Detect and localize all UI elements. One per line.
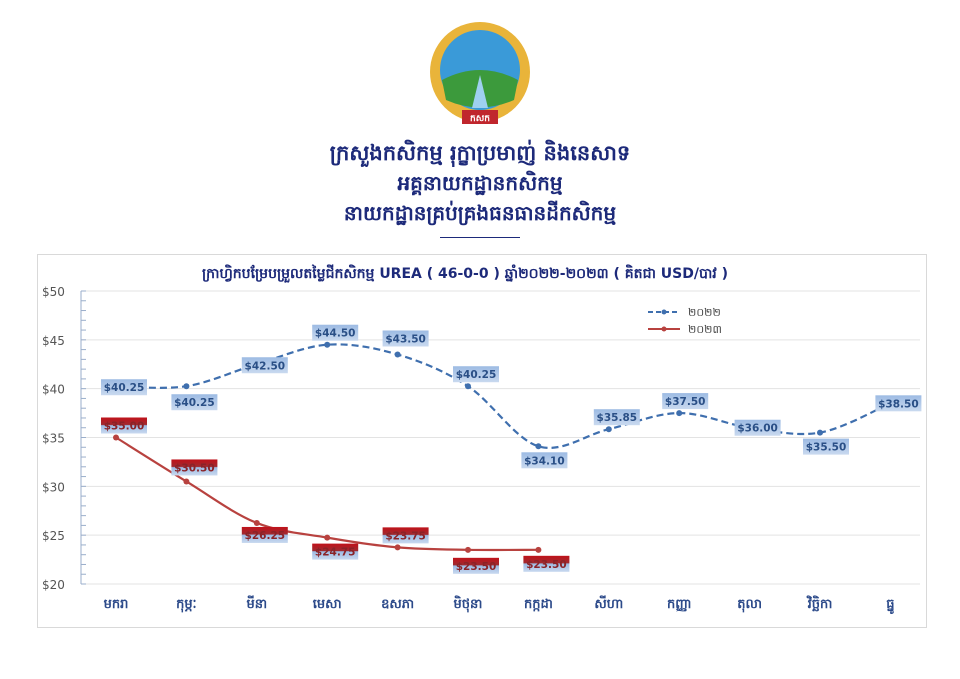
x-tick-label: កក្កដា <box>524 597 553 612</box>
data-label-box <box>453 557 499 574</box>
data-point <box>394 351 401 358</box>
data-label-box <box>101 379 147 396</box>
data-label-box <box>382 330 429 347</box>
data-label: $35.50 <box>806 442 847 454</box>
svg-text:កសក: កសក <box>470 114 490 124</box>
data-label: $24.75 <box>315 547 356 559</box>
data-label: $42.50 <box>245 360 286 372</box>
data-point <box>253 519 260 526</box>
data-label: $40.25 <box>174 397 215 409</box>
x-tick-label: មេសា <box>313 597 342 612</box>
data-point <box>394 544 401 551</box>
data-label: $40.25 <box>456 369 497 381</box>
data-label: $36.00 <box>737 423 778 435</box>
x-tick-label: កញ្ញា <box>667 597 692 612</box>
data-label: $35.85 <box>597 412 638 424</box>
data-label: $23.50 <box>456 561 497 573</box>
data-label-box <box>523 555 570 572</box>
data-label: $44.50 <box>315 328 356 340</box>
x-tick-label: មករា <box>104 597 129 612</box>
data-label-box <box>593 409 640 426</box>
data-point <box>817 429 823 436</box>
x-tick-label: កុម្ភៈ <box>176 597 196 613</box>
y-tick-label: $30 <box>42 480 65 494</box>
directorate-name: អគ្គនាយកដ្ឋានកសិកម្ម <box>397 171 563 195</box>
y-tick-label: $20 <box>42 578 65 592</box>
data-label-box <box>312 324 359 341</box>
series-line-1 <box>115 436 539 552</box>
data-label-box <box>312 543 359 560</box>
data-point <box>465 383 471 390</box>
department-name: នាយកដ្ឋានគ្រប់គ្រងធនធានដីកសិកម្ម <box>343 201 617 225</box>
data-point <box>324 341 331 348</box>
data-point <box>324 534 331 541</box>
data-label: $34.10 <box>524 455 565 467</box>
x-tick-label: វិច្ឆិកា <box>806 595 833 612</box>
data-label-box <box>171 459 218 476</box>
data-label-box <box>101 417 147 434</box>
data-point <box>113 434 119 441</box>
legend-marker <box>661 326 667 332</box>
data-label: $26.25 <box>245 530 286 542</box>
data-label-box <box>521 452 568 469</box>
ministry-logo: កសក <box>430 22 530 124</box>
data-label: $40.25 <box>104 382 145 394</box>
data-label: $38.50 <box>878 398 919 410</box>
data-label-box <box>875 395 922 412</box>
data-label-box <box>803 438 849 455</box>
legend-marker <box>661 309 667 315</box>
data-point <box>183 383 190 390</box>
chart-title: ក្រាហ្វិកបម្រែបម្រួលតម្លៃជីកសិកម្ម UREA … <box>202 264 728 283</box>
data-point <box>183 478 190 485</box>
data-label-box <box>734 419 781 436</box>
data-label-box <box>241 526 288 543</box>
x-tick-label: ឧសភា <box>381 597 414 612</box>
y-tick-label: $25 <box>42 529 65 543</box>
data-point <box>535 546 542 553</box>
ministry-name: ក្រសួងកសិកម្ម រុក្ខាប្រមាញ់ និងនេសាទ <box>329 141 631 165</box>
data-label: $23.75 <box>385 530 426 542</box>
data-point <box>465 546 471 553</box>
y-tick-label: $50 <box>42 285 65 299</box>
y-tick-label: $35 <box>42 432 65 446</box>
x-tick-label: តុលា <box>737 597 762 613</box>
y-tick-label: $40 <box>42 383 65 397</box>
legend-label: ២០២៣ <box>688 323 722 336</box>
x-tick-label: ធ្នូ <box>886 597 894 614</box>
data-label: $30.50 <box>174 462 215 474</box>
data-point <box>535 443 542 450</box>
ornament-divider <box>440 237 520 242</box>
data-label-box <box>382 527 429 544</box>
data-label: $35.00 <box>104 421 145 433</box>
data-label: $37.50 <box>665 396 706 408</box>
data-label: $23.50 <box>526 559 567 571</box>
data-label-box <box>453 366 499 383</box>
x-tick-label: សីហា <box>594 595 623 612</box>
data-point <box>605 426 612 433</box>
y-tick-label: $45 <box>42 334 65 348</box>
x-tick-label: មីនា <box>246 595 267 612</box>
x-tick-label: មិថុនា <box>454 595 483 613</box>
data-label-box <box>241 357 288 374</box>
data-label: $43.50 <box>385 333 426 345</box>
data-point <box>676 410 683 417</box>
data-label-box <box>171 394 218 411</box>
legend-label: ២០២២ <box>688 306 721 319</box>
data-label-box <box>662 393 709 410</box>
